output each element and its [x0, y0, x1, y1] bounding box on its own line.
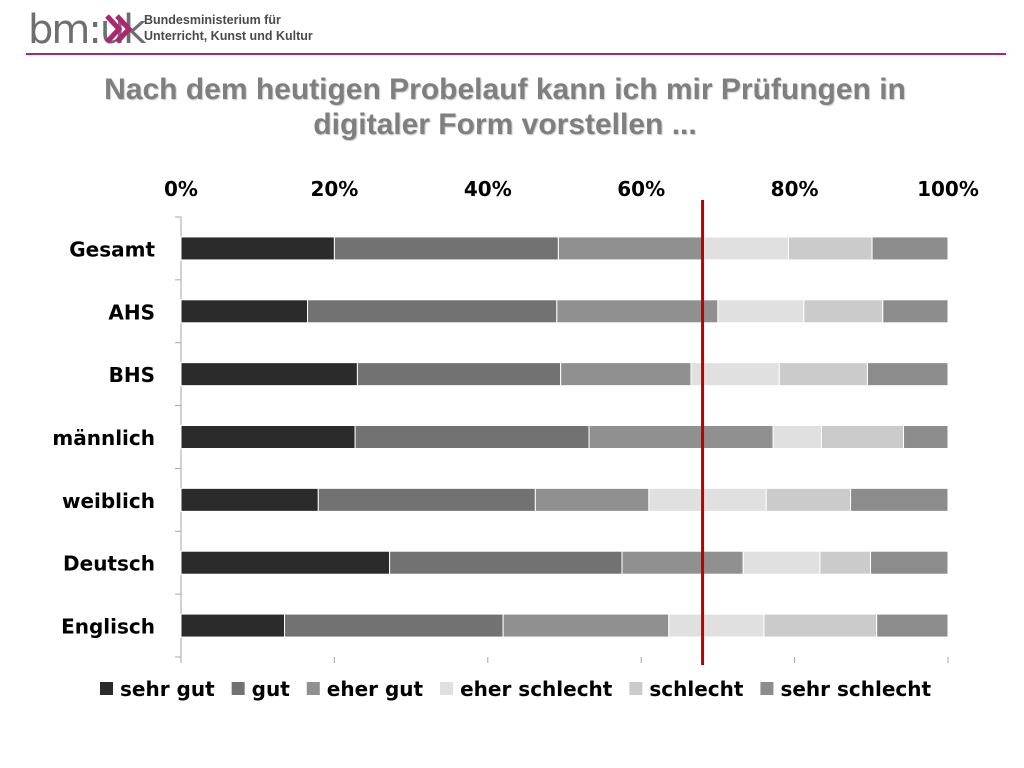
header-divider: [26, 53, 1006, 55]
bar-segment: [763, 613, 878, 638]
bar-segment: [819, 550, 872, 575]
bar-segment: [668, 613, 765, 638]
bar-segment: [588, 425, 774, 449]
bar-segment: [850, 487, 949, 512]
bar-segment: [502, 613, 670, 638]
category-label: Gesamt: [69, 237, 155, 261]
bar-segment: [703, 236, 789, 261]
x-tick-label: 60%: [617, 177, 665, 201]
slide-title: Nach dem heutigen Probelauf kann ich mir…: [0, 72, 1010, 142]
bar-segment: [871, 236, 949, 261]
stacked-bar-chart: 0% 20% 40% 60% 80% 100% Gesamt AHS BHS männlich we…: [52, 177, 979, 701]
bar-segment: [820, 425, 905, 449]
bar-segment: [690, 362, 780, 387]
x-tick-label: 40%: [464, 177, 512, 201]
legend-label: schlecht: [649, 677, 744, 701]
ministry-line-2: Unterricht, Kunst und Kultur: [144, 29, 313, 43]
bar-segment: [307, 299, 558, 324]
bar-segment: [778, 362, 868, 387]
legend-swatch: [231, 682, 245, 695]
bar-segment: [742, 550, 821, 575]
bar-segment: [180, 362, 358, 387]
slide-title-line-2: digitaler Form vorstellen ...: [313, 108, 697, 141]
bar-segment: [556, 299, 719, 324]
bar-segment: [180, 550, 391, 575]
legend-swatch: [306, 682, 320, 695]
bar-segment: [560, 362, 692, 387]
ministry-name: Bundesministerium für Unterricht, Kunst …: [144, 12, 313, 44]
bar-segment: [876, 613, 949, 638]
x-tick-label: 20%: [310, 177, 358, 201]
bar-segment: [557, 236, 705, 261]
legend-label: eher gut: [327, 677, 424, 701]
legend-swatch: [100, 682, 113, 695]
bar-segment: [284, 613, 504, 638]
bar-segment: [180, 236, 335, 261]
ministry-line-1: Bundesministerium für: [144, 13, 281, 27]
legend-label: eher schlecht: [460, 677, 613, 701]
bar-segment: [180, 299, 309, 324]
bar-segment: [803, 299, 884, 324]
bar-segment: [389, 550, 623, 575]
bar-segment: [333, 236, 559, 261]
bar-segment: [903, 425, 949, 449]
x-tick-label: 80%: [771, 177, 819, 201]
bar-segment: [534, 487, 650, 512]
legend-swatch: [760, 682, 774, 695]
category-label: BHS: [109, 363, 155, 387]
legend-label: gut: [252, 677, 291, 701]
slide-header: bm:uk Bundesministerium für Unterricht, …: [0, 0, 1024, 56]
bar-segment: [180, 487, 319, 512]
legend-label: sehr schlecht: [780, 677, 931, 701]
bar-segment: [180, 425, 356, 449]
bar-segment: [787, 236, 873, 261]
slide-title-line-1: Nach dem heutigen Probelauf kann ich mir…: [104, 73, 906, 106]
legend-label: sehr gut: [120, 677, 215, 701]
bar-segment: [866, 362, 949, 387]
category-label: AHS: [108, 300, 155, 324]
legend-swatch: [440, 682, 454, 695]
category-label: männlich: [52, 426, 155, 450]
logo-chevron-icon: [105, 14, 133, 44]
category-label: Deutsch: [63, 552, 155, 576]
bar-segment: [356, 362, 562, 387]
bar-segment: [317, 487, 536, 512]
bar-segment: [772, 425, 822, 449]
x-tick-label: 0%: [164, 177, 198, 201]
bar-segment: [870, 550, 949, 575]
bar-segment: [180, 613, 286, 638]
legend-swatch: [629, 682, 643, 695]
category-label: weiblich: [62, 489, 155, 513]
bar-segment: [354, 425, 590, 449]
bar-segment: [717, 299, 805, 324]
bar-segment: [882, 299, 949, 324]
category-label: Englisch: [61, 615, 155, 639]
bar-segment: [621, 550, 744, 575]
bar-segment: [765, 487, 852, 512]
bar-segment: [648, 487, 767, 512]
x-tick-label: 100%: [917, 177, 979, 201]
